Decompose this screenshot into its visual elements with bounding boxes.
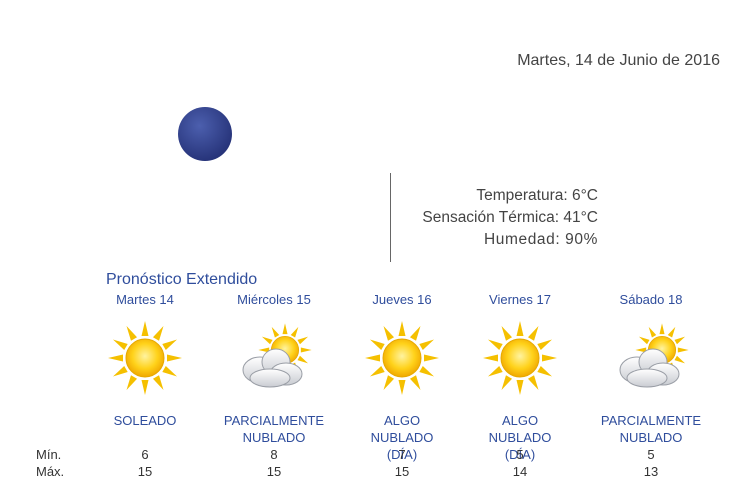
condition-line: PARCIALMENTE xyxy=(223,413,325,428)
max-temperature: 15 xyxy=(394,464,410,479)
moon-icon xyxy=(178,107,232,161)
condition-line: (DÍA) xyxy=(504,447,536,462)
forecast-day: Miércoles 15 PARCIALMENTE NUBLADO xyxy=(209,292,339,446)
divider xyxy=(390,173,391,262)
forecast-title: Pronóstico Extendido xyxy=(106,271,258,288)
max-temperature: 13 xyxy=(643,464,659,479)
weather-icon xyxy=(480,318,560,398)
day-name: Martes 14 xyxy=(116,292,174,307)
humidity: Humedad: 90% xyxy=(483,231,598,248)
day-name: Viernes 17 xyxy=(489,292,551,307)
min-temperature: 5 xyxy=(647,447,655,462)
weather-icon xyxy=(105,318,185,398)
condition-line: NUBLADO xyxy=(488,430,552,445)
max-label: Máx. xyxy=(36,464,65,479)
min-label: Mín. xyxy=(36,447,62,462)
forecast-day: Viernes 17 ALGO NUBLADO (DÍA) xyxy=(455,292,585,463)
min-temperature: 7 xyxy=(398,447,406,462)
min-temperature: 6 xyxy=(141,447,149,462)
condition-line: NUBLADO xyxy=(242,430,306,445)
condition-line: SOLEADO xyxy=(113,413,177,428)
condition: PARCIALMENTE NUBLADO xyxy=(586,412,716,446)
max-temperature: 14 xyxy=(512,464,528,479)
condition-line: NUBLADO xyxy=(370,430,434,445)
day-name: Miércoles 15 xyxy=(237,292,311,307)
weather-icon xyxy=(611,318,691,398)
max-temperature: 15 xyxy=(266,464,282,479)
condition-line: PARCIALMENTE xyxy=(600,413,702,428)
condition: PARCIALMENTE NUBLADO xyxy=(209,412,339,446)
condition: SOLEADO xyxy=(80,412,210,429)
forecast-day: Jueves 16 ALGO NUBLADO (DÍA) xyxy=(337,292,467,463)
condition-line: NUBLADO xyxy=(619,430,683,445)
temperature: Temperatura: 6°C xyxy=(476,187,598,204)
weather-icon xyxy=(362,318,442,398)
day-name: Jueves 16 xyxy=(372,292,432,307)
condition-line: (DÍA) xyxy=(386,447,418,462)
condition-line: ALGO xyxy=(383,413,421,428)
day-name: Sábado 18 xyxy=(619,292,683,307)
condition: ALGO NUBLADO (DÍA) xyxy=(337,412,467,463)
condition: ALGO NUBLADO (DÍA) xyxy=(455,412,585,463)
min-temperature: 8 xyxy=(270,447,278,462)
date: Martes, 14 de Junio de 2016 xyxy=(517,52,720,69)
forecast-day: Sábado 18 PARCIALMENTE NUBLADO xyxy=(586,292,716,446)
condition-line: ALGO xyxy=(501,413,539,428)
feels-like: Sensación Térmica: 41°C xyxy=(422,209,598,226)
forecast-day: Martes 14 SOLEADO xyxy=(80,292,210,429)
weather-icon xyxy=(234,318,314,398)
max-temperature: 15 xyxy=(137,464,153,479)
min-temperature: 5 xyxy=(516,447,524,462)
